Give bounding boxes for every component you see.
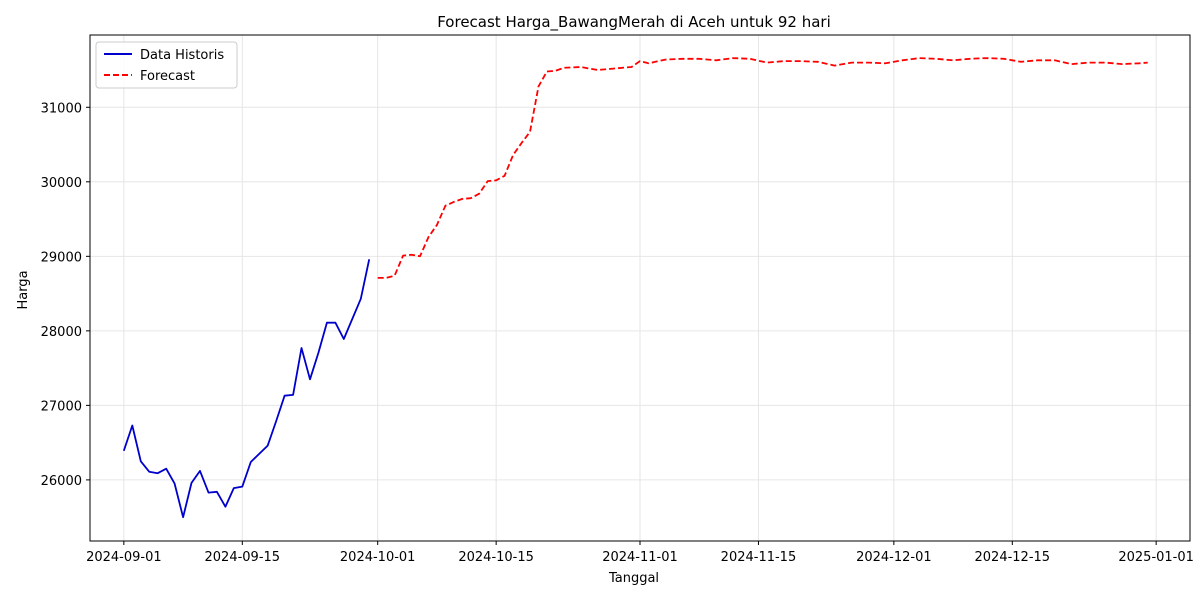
y-axis-label: Harga (16, 270, 31, 309)
x-tick-label: 2024-12-15 (975, 550, 1051, 565)
grid (90, 35, 1190, 541)
x-tick-label: 2024-12-01 (856, 550, 932, 565)
legend-label-forecast: Forecast (140, 69, 195, 84)
series-line-forecast (377, 57, 1148, 279)
x-axis-label: Tanggal (608, 571, 659, 586)
y-tick-label: 27000 (41, 399, 82, 414)
series-line-historis (122, 259, 371, 519)
x-tick-label: 2024-09-01 (86, 550, 162, 565)
axis-ticks: 2024-09-01 2024-09-15 2024-10-01 2024-10-15… (41, 101, 1194, 565)
y-tick-label: 28000 (41, 325, 82, 340)
x-tick-label: 2024-09-15 (205, 550, 281, 565)
y-tick-label: 26000 (41, 474, 82, 489)
series-lines (122, 57, 1148, 519)
x-tick-label: 2024-11-15 (721, 550, 797, 565)
y-tick-label: 31000 (41, 101, 82, 116)
legend: Data Historis Forecast (95, 41, 238, 89)
x-tick-label: 2024-10-01 (340, 550, 416, 565)
legend-label-historis: Data Historis (140, 48, 224, 63)
x-tick-label: 2024-10-15 (458, 550, 534, 565)
y-tick-label: 29000 (41, 250, 82, 265)
chart-title: Forecast Harga_BawangMerah di Aceh untuk… (437, 13, 831, 32)
y-tick-label: 30000 (41, 176, 82, 191)
x-tick-label: 2024-11-01 (602, 550, 678, 565)
x-tick-label: 2025-01-01 (1118, 550, 1194, 565)
